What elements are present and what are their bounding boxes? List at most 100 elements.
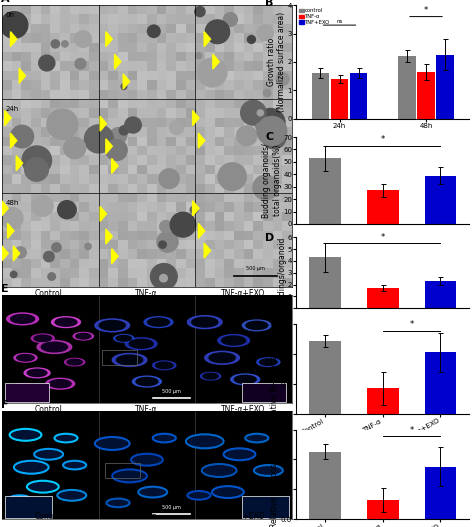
Circle shape [13, 385, 26, 389]
Circle shape [246, 321, 268, 329]
Polygon shape [106, 229, 112, 244]
Bar [312, 73, 329, 119]
Circle shape [44, 251, 54, 262]
Circle shape [116, 336, 131, 341]
Circle shape [10, 496, 29, 503]
Circle shape [95, 319, 129, 332]
Circle shape [39, 55, 55, 71]
Circle shape [117, 355, 143, 365]
Text: A: A [1, 0, 9, 4]
Circle shape [64, 137, 86, 159]
Polygon shape [16, 155, 23, 171]
Circle shape [189, 492, 209, 499]
Circle shape [121, 84, 127, 90]
Text: Control: Control [34, 289, 62, 298]
Polygon shape [192, 201, 199, 216]
Circle shape [214, 487, 241, 497]
Circle shape [205, 352, 239, 364]
Circle shape [64, 358, 85, 366]
Circle shape [226, 449, 253, 460]
Polygon shape [192, 111, 199, 125]
Circle shape [253, 175, 278, 200]
Circle shape [12, 430, 39, 440]
Circle shape [30, 500, 45, 505]
Circle shape [47, 109, 78, 139]
Bar [367, 500, 399, 519]
Circle shape [7, 313, 38, 325]
Text: TNF-α+EXO: TNF-α+EXO [221, 289, 265, 298]
Circle shape [29, 388, 40, 392]
Text: *: * [381, 135, 385, 144]
Circle shape [260, 359, 277, 365]
FancyBboxPatch shape [242, 383, 286, 402]
Circle shape [267, 388, 279, 392]
Circle shape [115, 471, 145, 481]
Circle shape [160, 220, 172, 232]
Circle shape [256, 123, 262, 129]
Circle shape [108, 499, 128, 506]
Circle shape [144, 317, 173, 328]
Circle shape [67, 359, 82, 365]
Circle shape [248, 508, 265, 514]
Circle shape [237, 126, 257, 145]
Text: 48h: 48h [5, 200, 18, 207]
Bar [425, 281, 456, 308]
Circle shape [11, 508, 28, 514]
Circle shape [267, 500, 282, 505]
Circle shape [192, 317, 218, 327]
Circle shape [106, 140, 127, 161]
Text: TNF-α: TNF-α [135, 289, 157, 298]
Circle shape [15, 247, 27, 258]
Polygon shape [123, 74, 129, 89]
Circle shape [76, 334, 91, 339]
Circle shape [110, 128, 127, 144]
Bar [425, 353, 456, 414]
Text: 500 μm: 500 μm [246, 266, 265, 271]
Circle shape [170, 212, 196, 237]
Circle shape [190, 206, 198, 213]
Bar [350, 73, 367, 119]
Circle shape [263, 89, 271, 96]
Bar [425, 175, 456, 224]
Circle shape [159, 241, 166, 248]
Polygon shape [100, 207, 107, 221]
Polygon shape [13, 246, 20, 261]
Circle shape [11, 384, 28, 390]
Circle shape [169, 121, 183, 134]
Polygon shape [199, 133, 205, 148]
Circle shape [218, 163, 246, 190]
Polygon shape [106, 139, 112, 154]
Circle shape [223, 13, 237, 26]
Circle shape [203, 373, 218, 379]
Circle shape [10, 125, 34, 148]
Text: Control: Control [34, 512, 62, 521]
Circle shape [155, 362, 173, 368]
Bar [398, 56, 416, 119]
Circle shape [205, 20, 229, 44]
Circle shape [99, 320, 125, 330]
Circle shape [218, 335, 250, 346]
Bar [309, 452, 341, 519]
Y-axis label: Budding organoids/
total organoids(%): Budding organoids/ total organoids(%) [262, 143, 282, 218]
Circle shape [27, 387, 41, 393]
Circle shape [52, 243, 61, 252]
Bar [367, 388, 399, 414]
Circle shape [248, 394, 263, 399]
Circle shape [17, 462, 46, 473]
Bar [331, 79, 348, 119]
Circle shape [129, 339, 153, 348]
Text: C: C [265, 132, 273, 142]
Polygon shape [2, 246, 8, 261]
FancyBboxPatch shape [242, 496, 289, 518]
Circle shape [84, 125, 113, 153]
Circle shape [257, 25, 273, 41]
Circle shape [10, 271, 17, 278]
Circle shape [201, 373, 221, 380]
Circle shape [85, 243, 91, 249]
Circle shape [98, 438, 127, 449]
Polygon shape [204, 243, 210, 258]
Circle shape [257, 110, 264, 116]
Circle shape [58, 201, 76, 219]
Circle shape [125, 338, 157, 350]
Circle shape [65, 462, 84, 469]
